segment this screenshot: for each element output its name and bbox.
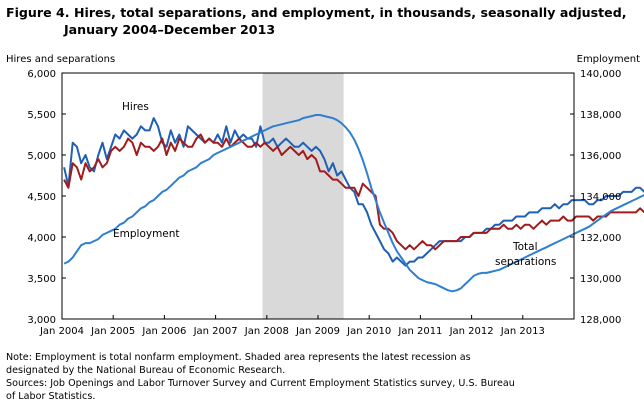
x-tick-label: Jan 2005 (90, 326, 135, 337)
x-tick-label: Jan 2008 (244, 326, 289, 337)
y-right-axis-label: Employment (577, 54, 640, 65)
hires-line (63, 117, 644, 267)
annotation-hires: Hires (122, 101, 149, 113)
y-left-tick-label: 3,500 (27, 274, 56, 285)
y-right-tick-label: 130,000 (580, 274, 621, 285)
chart-title-line1: Figure 4. Hires, total separations, and … (6, 5, 627, 20)
annotation-separations-line2: separations (495, 256, 556, 268)
chart-note: Note: Employment is total nonfarm employ… (6, 351, 626, 403)
y-right-tick-label: 128,000 (580, 315, 621, 326)
y-right-tick-label: 138,000 (580, 110, 621, 121)
annotation-employment: Employment (113, 228, 180, 240)
y-left-tick-label: 5,000 (27, 151, 56, 162)
x-tick-label: Jan 2013 (500, 326, 545, 337)
x-tick-label: Jan 2009 (295, 326, 340, 337)
chart-title-line2: January 2004–December 2013 (64, 22, 276, 37)
y-left-tick-label: 4,500 (27, 192, 56, 203)
annotation-separations-line1: Total (512, 241, 538, 253)
y-left-tick-label: 6,000 (27, 69, 56, 80)
note-line-1: Note: Employment is total nonfarm employ… (6, 352, 471, 363)
recession-shading (262, 73, 344, 319)
x-tick-label: Jan 2007 (193, 326, 238, 337)
y-left-tick-label: 4,000 (27, 233, 56, 244)
y-left-axis-label: Hires and separations (6, 54, 115, 65)
x-tick-label: Jan 2004 (39, 326, 84, 337)
x-tick-label: Jan 2012 (449, 326, 494, 337)
note-line-4: of Labor Statistics. (6, 391, 96, 402)
x-tick-label: Jan 2010 (346, 326, 391, 337)
axis-layer: 3,000 3,500 4,000 4,500 5,000 5,500 6,000 128,0… (27, 69, 621, 337)
y-right-tick-label: 136,000 (580, 151, 621, 162)
y-left-tick-label: 5,500 (27, 110, 56, 121)
separations-line (63, 133, 644, 251)
x-tick-label: Jan 2011 (397, 326, 442, 337)
chart-title: Figure 4. Hires, total separations, and … (6, 4, 638, 38)
y-right-tick-label: 140,000 (580, 69, 621, 80)
note-line-2: designated by the National Bureau of Eco… (6, 365, 286, 376)
y-right-tick-label: 132,000 (580, 233, 621, 244)
x-tick-label: Jan 2006 (141, 326, 186, 337)
employment-line (63, 114, 644, 293)
note-line-3: Sources: Job Openings and Labor Turnover… (6, 378, 515, 389)
series-layer (63, 114, 644, 293)
y-left-tick-label: 3,000 (27, 315, 56, 326)
y-right-tick-label: 134,000 (580, 192, 621, 203)
